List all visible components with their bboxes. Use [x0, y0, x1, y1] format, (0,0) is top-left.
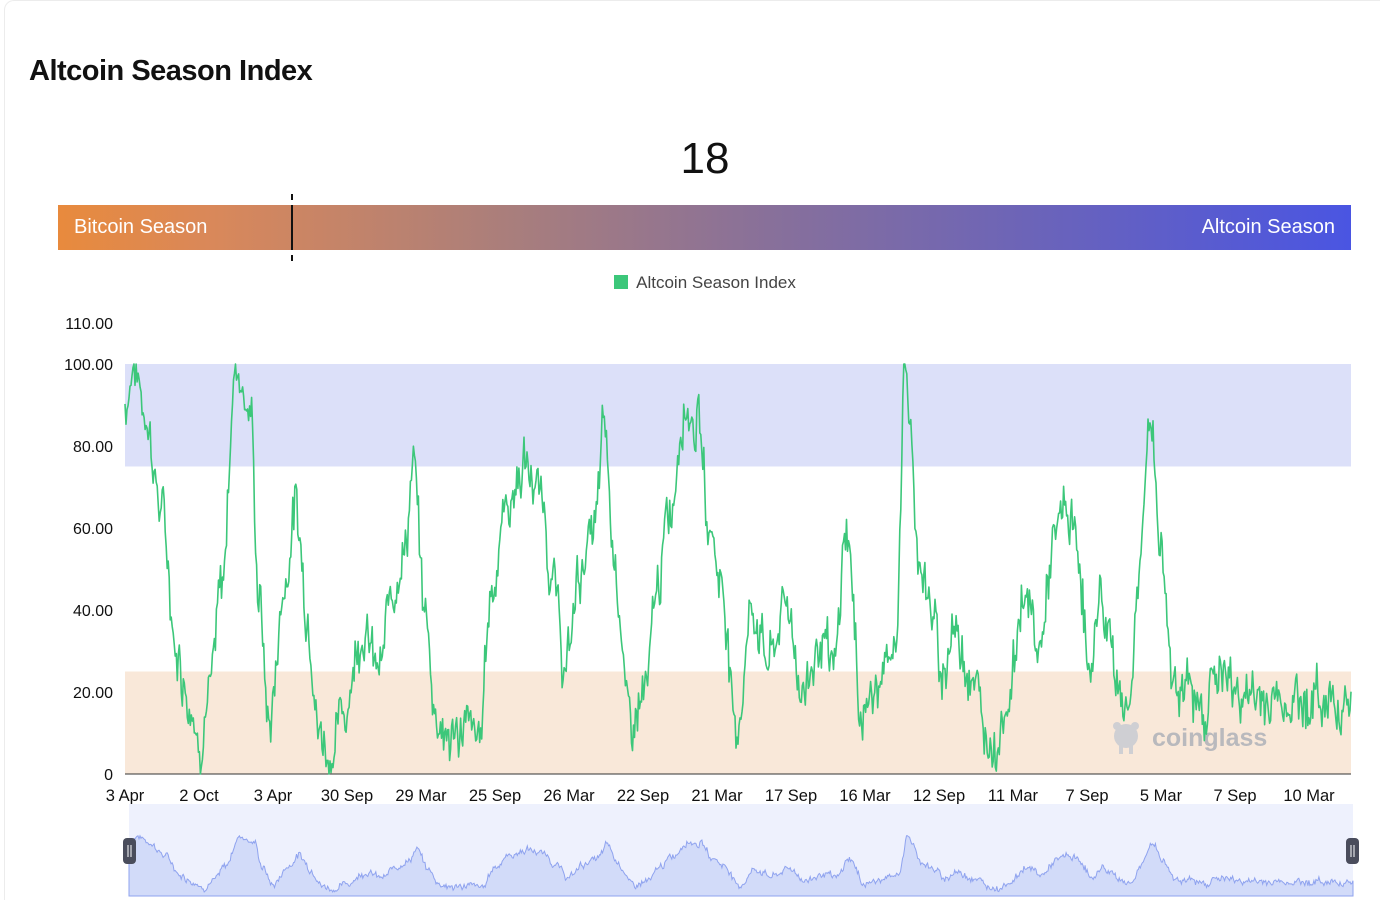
x-tick-label: 17 Sep [765, 787, 817, 805]
y-tick-label: 80.00 [73, 439, 113, 456]
y-tick-label: 110.00 [65, 316, 113, 333]
legend-swatch [614, 275, 629, 289]
x-tick-label: 16 Mar [839, 787, 891, 805]
x-tick-label: 11 Mar [988, 787, 1039, 805]
season-gauge-bar: Bitcoin Season Altcoin Season [58, 205, 1351, 250]
y-tick-label: 0 [104, 767, 113, 784]
coinglass-watermark: coinglass [1113, 722, 1267, 754]
season-band-0 [125, 364, 1351, 467]
y-tick-label: 40.00 [73, 603, 113, 620]
x-tick-label: 3 Apr [254, 787, 293, 805]
watermark-text: coinglass [1152, 724, 1267, 752]
season-bands [125, 364, 1351, 774]
x-tick-label: 12 Sep [913, 787, 965, 805]
coinglass-logo-icon [1113, 722, 1139, 754]
x-tick-label: 3 Apr [106, 787, 145, 805]
data-zoom-left-handle[interactable] [123, 838, 136, 864]
x-tick-label: 10 Mar [1283, 787, 1335, 805]
x-tick-label: 2 Oct [179, 787, 219, 805]
data-zoom-slider[interactable] [123, 804, 1359, 897]
x-axis: 3 Apr 2 Oct 3 Apr 30 Sep 29 Mar 25 Sep 26 Mar 2… [106, 787, 1335, 805]
chart-legend[interactable]: Altcoin Season Index [0, 273, 1380, 293]
legend-label: Altcoin Season Index [636, 273, 796, 292]
y-tick-label: 60.00 [73, 521, 113, 538]
current-index-value: 18 [680, 134, 730, 183]
x-tick-label: 7 Sep [1065, 787, 1108, 805]
y-axis: 0 20.00 40.00 60.00 80.00 100.00 110.00 [64, 316, 113, 784]
x-tick-label: 7 Sep [1213, 787, 1256, 805]
chart-card [4, 0, 1380, 900]
x-tick-label: 29 Mar [395, 787, 447, 805]
x-tick-label: 22 Sep [617, 787, 669, 805]
y-tick-label: 20.00 [73, 685, 113, 702]
x-tick-label: 5 Mar [1140, 787, 1183, 805]
data-zoom-preview [128, 834, 1354, 897]
bitcoin-season-label: Bitcoin Season [74, 216, 208, 238]
altcoin-season-label: Altcoin Season [1201, 216, 1335, 238]
season-band-1 [125, 671, 1351, 774]
x-tick-label: 25 Sep [469, 787, 521, 805]
data-zoom-right-handle[interactable] [1346, 838, 1359, 864]
x-tick-label: 21 Mar [691, 787, 743, 805]
series-line-altcoin-season-index [124, 363, 1352, 775]
x-tick-label: 26 Mar [543, 787, 595, 805]
altcoin-season-chart[interactable]: 0 20.00 40.00 60.00 80.00 100.00 110.00 3 Apr 2… [0, 300, 1380, 900]
page-title: Altcoin Season Index [29, 55, 313, 87]
x-tick-label: 30 Sep [321, 787, 373, 805]
gauge-current-marker [291, 194, 293, 261]
y-tick-label: 100.00 [64, 357, 113, 374]
